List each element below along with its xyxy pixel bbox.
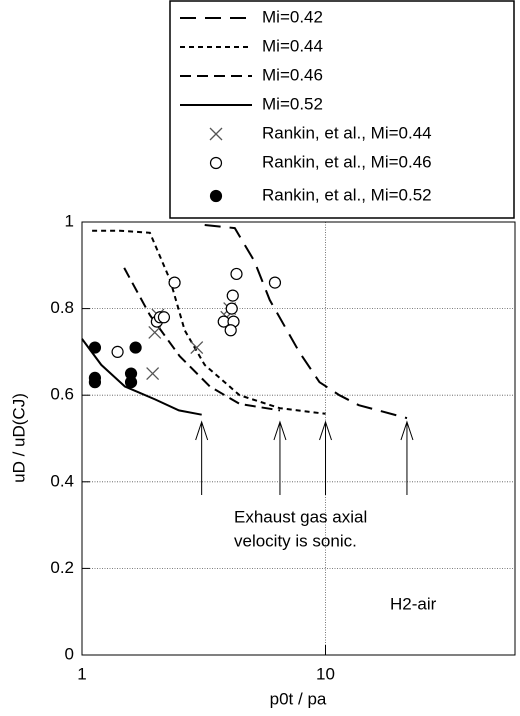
legend-label: Mi=0.44 (262, 36, 323, 55)
y-tick-label: 0.6 (50, 385, 74, 404)
legend-label: Mi=0.46 (262, 65, 323, 84)
y-axis-label: uD / uD(CJ) (9, 393, 28, 483)
y-tick-label: 0.4 (50, 471, 74, 490)
data-point (225, 302, 238, 315)
annotation: H2-air (390, 594, 437, 613)
series-line (123, 267, 281, 412)
y-tick-label: 1 (65, 211, 74, 230)
legend-label: Rankin, et al., Mi=0.46 (262, 152, 432, 171)
legend-label: Mi=0.42 (262, 7, 323, 26)
data-point (148, 325, 162, 339)
legend-swatch (209, 156, 223, 170)
legend-swatch (209, 127, 223, 141)
annotation: velocity is sonic. (234, 531, 357, 550)
data-point (224, 324, 237, 337)
legend-swatch (209, 189, 223, 203)
legend-label: Rankin, et al., Mi=0.44 (262, 123, 432, 142)
y-tick-label: 0.8 (50, 298, 74, 317)
legend-label: Mi=0.52 (262, 94, 323, 113)
y-tick-label: 0.2 (50, 558, 74, 577)
annotation: Exhaust gas axial (234, 507, 367, 526)
series-line (81, 338, 202, 416)
data-point (157, 311, 171, 324)
data-point (190, 341, 204, 355)
sonic-arrow (195, 420, 209, 495)
data-point (124, 376, 138, 389)
series-line (92, 229, 326, 415)
sonic-arrow (400, 420, 414, 495)
data-point (268, 276, 282, 289)
x-tick-label: 1 (77, 664, 86, 683)
sonic-arrow (273, 420, 287, 495)
data-point (226, 289, 239, 302)
y-tick-label: 0 (65, 644, 74, 663)
legend-label: Rankin, et al., Mi=0.52 (262, 185, 432, 204)
data-point (129, 341, 142, 354)
data-point (168, 276, 181, 289)
plot-frame (81, 221, 516, 656)
data-point (230, 267, 243, 281)
data-point (88, 376, 102, 389)
x-tick-label: 10 (316, 664, 335, 683)
data-point (88, 341, 102, 354)
data-point (146, 367, 160, 381)
x-axis-label: p0t / pa (270, 689, 327, 708)
legend-box (169, 0, 515, 219)
data-point (111, 345, 124, 358)
sonic-arrow (319, 420, 332, 495)
